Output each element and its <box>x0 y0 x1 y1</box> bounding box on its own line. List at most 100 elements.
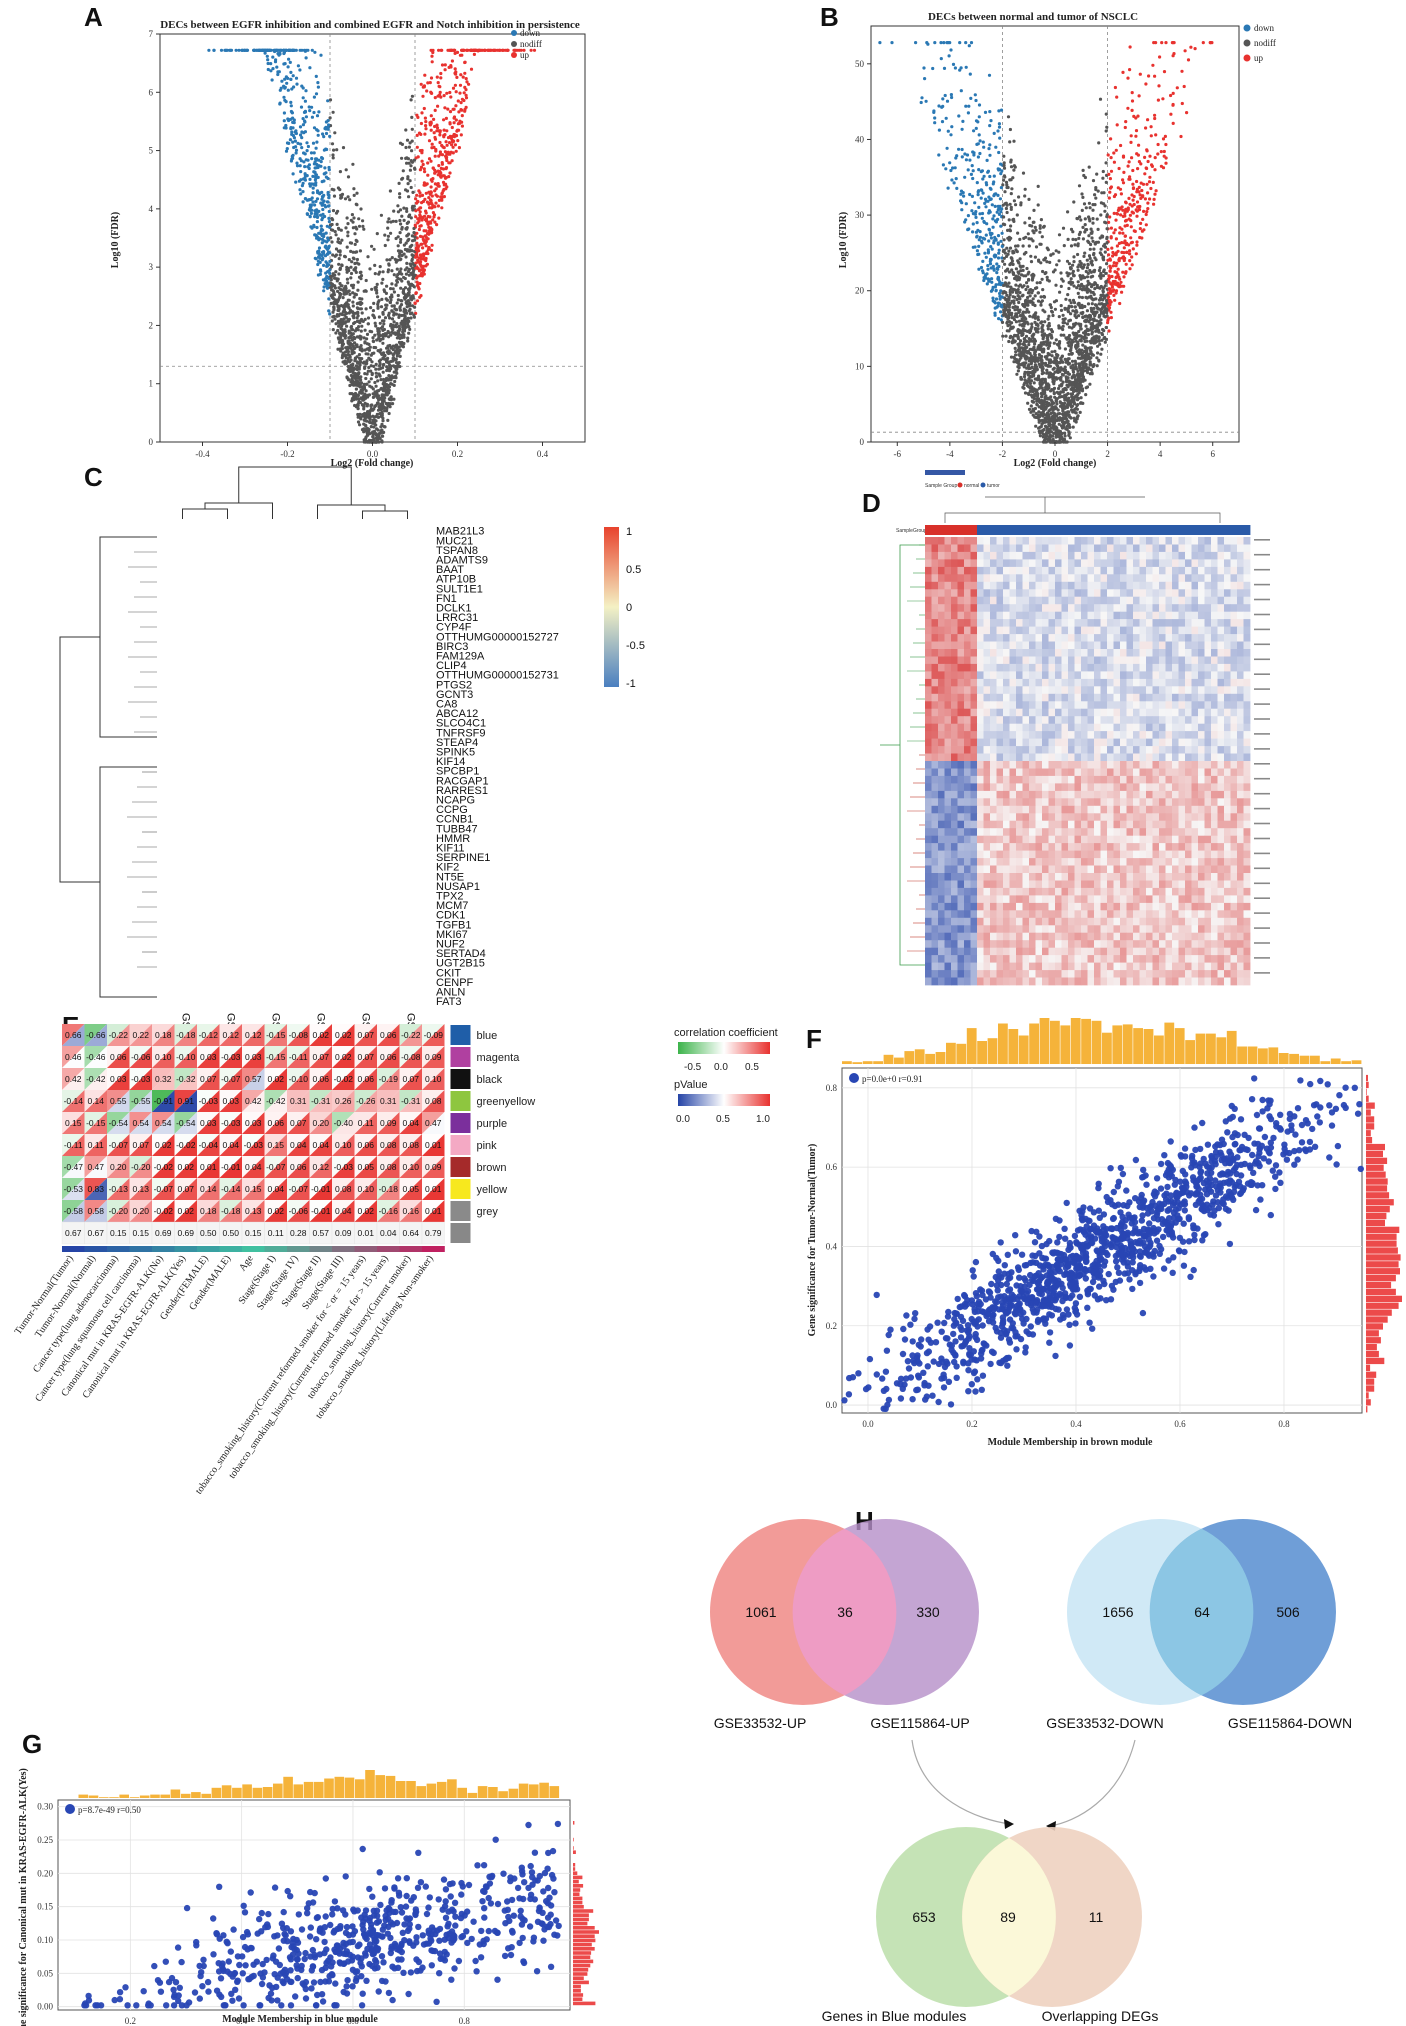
point <box>441 145 445 149</box>
point <box>472 52 476 57</box>
point <box>237 48 241 52</box>
point <box>386 356 390 360</box>
point <box>946 186 950 190</box>
point <box>377 272 381 276</box>
legend-label-down-a: down <box>520 28 540 38</box>
point <box>349 241 354 245</box>
point <box>364 278 368 283</box>
point <box>1141 194 1145 198</box>
point <box>1046 351 1050 356</box>
point <box>977 115 981 119</box>
point <box>1042 412 1046 417</box>
point <box>1092 306 1096 310</box>
point <box>1134 129 1139 133</box>
point <box>365 411 370 415</box>
point <box>397 340 402 344</box>
point <box>336 237 340 241</box>
point <box>1124 270 1128 274</box>
point <box>321 212 325 216</box>
point <box>1043 361 1048 365</box>
point <box>358 359 362 363</box>
point <box>1102 336 1106 340</box>
point <box>396 235 400 239</box>
point <box>265 54 269 58</box>
point <box>1053 307 1057 311</box>
point <box>351 304 355 308</box>
point <box>435 223 439 227</box>
point <box>977 205 981 209</box>
point <box>1048 303 1052 307</box>
point <box>400 156 404 160</box>
point <box>417 131 422 135</box>
point <box>409 159 413 163</box>
point <box>1071 370 1076 374</box>
point <box>378 321 382 325</box>
point <box>1083 304 1087 309</box>
point <box>943 93 947 98</box>
point <box>277 48 281 52</box>
point <box>1055 263 1059 267</box>
point <box>420 159 424 163</box>
point <box>429 90 433 94</box>
point <box>1067 286 1071 291</box>
point <box>1031 359 1035 363</box>
point <box>1128 249 1132 253</box>
point <box>345 216 349 220</box>
point <box>1186 58 1191 62</box>
point <box>1026 322 1030 326</box>
point <box>324 120 328 124</box>
point <box>343 310 347 314</box>
point <box>395 336 399 340</box>
point <box>449 95 453 99</box>
point <box>295 164 300 168</box>
point <box>1007 281 1011 285</box>
point <box>271 55 275 59</box>
point <box>448 121 452 125</box>
point <box>345 324 349 328</box>
point <box>986 251 991 255</box>
point <box>1072 322 1076 326</box>
point <box>418 274 422 278</box>
point <box>1046 317 1050 321</box>
point <box>399 267 403 271</box>
point <box>1094 329 1098 333</box>
point <box>939 57 943 61</box>
point <box>337 308 341 313</box>
point <box>451 107 455 111</box>
point <box>970 164 974 168</box>
point <box>1103 340 1107 344</box>
point <box>335 313 339 317</box>
point <box>1107 172 1111 176</box>
point <box>960 127 964 131</box>
point <box>303 99 307 103</box>
point <box>366 322 370 326</box>
point <box>430 146 434 150</box>
point <box>1060 431 1064 435</box>
point <box>1099 201 1103 205</box>
point <box>343 330 347 334</box>
point <box>1121 270 1125 274</box>
point <box>452 135 456 139</box>
point <box>355 302 359 306</box>
point <box>1106 321 1110 325</box>
point <box>282 111 286 115</box>
x-tick-label: 0.4 <box>537 449 549 459</box>
point <box>1087 165 1091 169</box>
point <box>413 167 417 171</box>
point <box>397 331 401 335</box>
point <box>327 263 331 267</box>
point <box>383 233 387 237</box>
point <box>971 169 975 173</box>
point <box>456 139 460 143</box>
point <box>1087 201 1091 205</box>
point <box>429 248 434 252</box>
point <box>977 189 981 193</box>
point <box>1130 255 1134 259</box>
point <box>460 53 464 57</box>
point <box>354 364 358 368</box>
point <box>1113 298 1117 302</box>
point <box>374 432 378 436</box>
point <box>313 178 317 182</box>
point <box>385 360 389 364</box>
point <box>390 375 394 379</box>
